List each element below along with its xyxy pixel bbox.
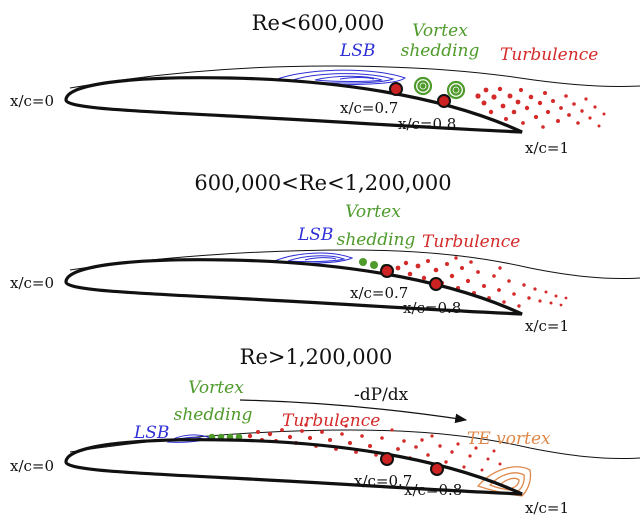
station-marker-0.7 <box>380 264 394 278</box>
turbulence-dots <box>247 423 502 472</box>
station-label-0.7: x/c=0.7 <box>354 472 412 490</box>
station-marker-0.8 <box>437 94 451 108</box>
vortex-label-line2: shedding <box>174 405 253 425</box>
station-marker-0.7 <box>380 452 394 466</box>
station-label-0: x/c=0 <box>10 92 54 110</box>
airfoil-outline <box>64 76 523 134</box>
station-label-0.7: x/c=0.7 <box>340 99 398 117</box>
turbulence-label: Turbulence <box>282 411 380 431</box>
boundary-layer-edge <box>69 65 641 89</box>
station-label-0.8: x/c=0.8 <box>404 481 462 499</box>
pressure-gradient-label: -dP/dx <box>354 385 409 405</box>
station-label-1: x/c=1 <box>525 139 569 157</box>
panel-re-above-1200000: Re>1,200,000 -dP/dx <box>10 345 641 517</box>
station-label-0: x/c=0 <box>10 457 54 475</box>
station-label-0.8: x/c=0.8 <box>403 299 461 317</box>
station-label-0.7: x/c=0.7 <box>350 284 408 302</box>
airfoil-outline <box>64 438 523 496</box>
turbulence-dots <box>475 86 606 129</box>
station-label-1: x/c=1 <box>525 499 569 517</box>
vortex-label-line2: shedding <box>337 230 416 250</box>
station-marker-0.8 <box>429 277 443 291</box>
vortex-label-line1: Vortex <box>188 378 244 398</box>
te-vortex-label: TE vortex <box>467 429 551 449</box>
lsb-label: LSB <box>133 423 169 443</box>
station-label-1: x/c=1 <box>525 317 569 335</box>
panel-re-600000-1200000: 600,000<Re<1,200,000 LSB <box>10 171 641 335</box>
vortex-shedding-spirals <box>413 76 466 100</box>
vortex-label-line1: Vortex <box>412 21 468 41</box>
lsb-label: LSB <box>339 41 375 61</box>
boundary-layer-edge <box>69 249 641 280</box>
station-label-0.8: x/c=0.8 <box>398 115 456 133</box>
vortex-label-line1: Vortex <box>345 202 401 222</box>
panel-title: Re>1,200,000 <box>240 345 393 369</box>
turbulence-label: Turbulence <box>422 232 520 252</box>
station-marker-0.8 <box>430 462 444 476</box>
turbulence-dots <box>395 256 568 308</box>
airfoil-outline <box>64 258 523 316</box>
vortex-label-line2: shedding <box>401 41 480 61</box>
station-label-0: x/c=0 <box>10 274 54 292</box>
station-marker-0.7 <box>389 82 403 96</box>
panel-title: 600,000<Re<1,200,000 <box>194 171 451 195</box>
pressure-gradient-arrow <box>239 399 468 424</box>
turbulence-label: Turbulence <box>500 45 598 65</box>
panel-title: Re<600,000 <box>252 11 385 35</box>
panel-re-below-600000: Re<600,000 LSB V <box>10 11 641 157</box>
lsb-label: LSB <box>297 225 333 245</box>
